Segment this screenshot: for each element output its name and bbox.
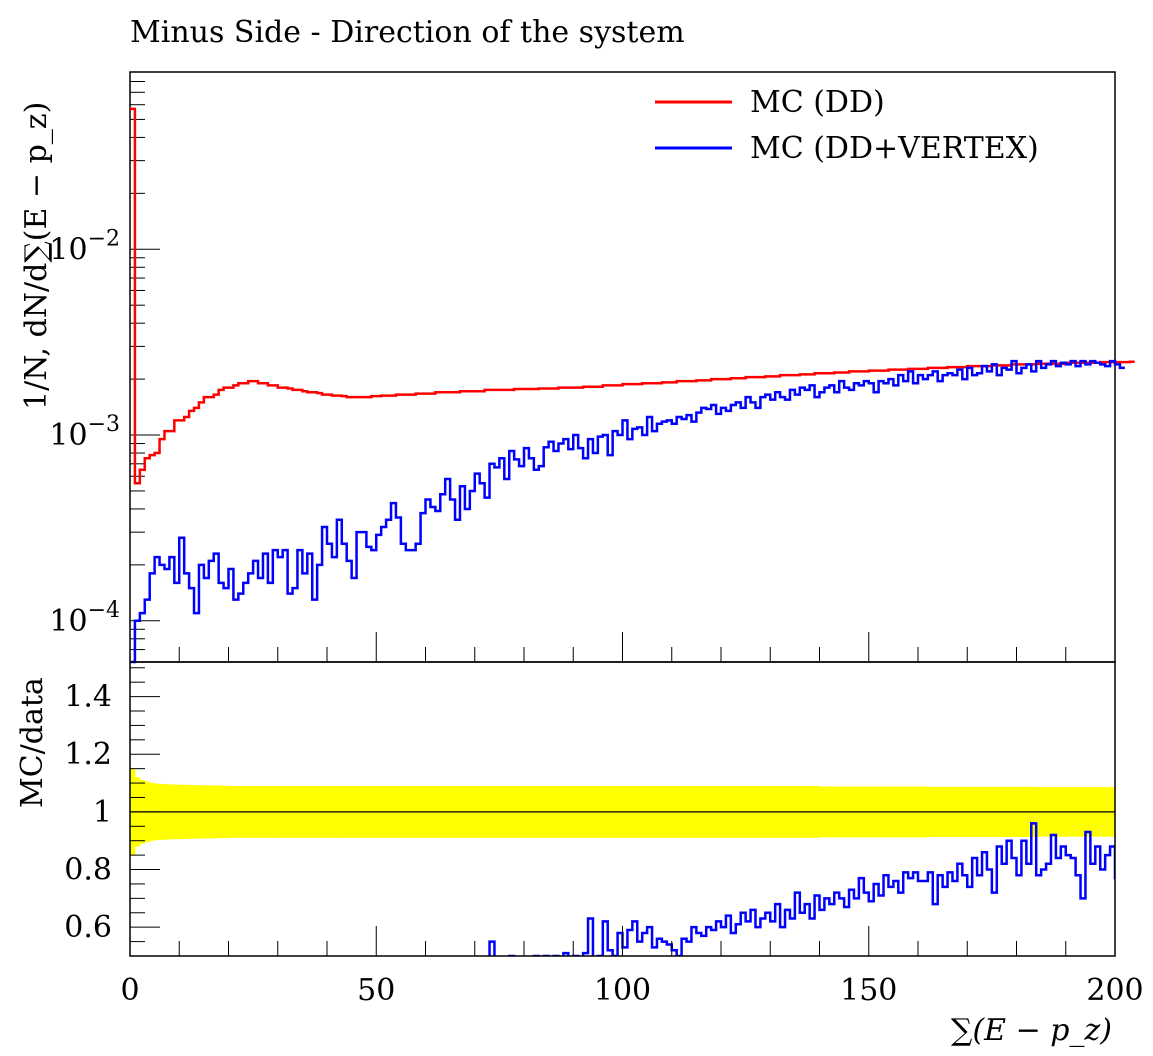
- legend: MC (DD) MC (DD+VERTEX): [655, 85, 1039, 166]
- main-series-group: [130, 107, 1135, 664]
- series-mc-dd: [130, 107, 1135, 485]
- y-tick-label-ratio: 1: [93, 795, 112, 830]
- y-tick-label-ratio: 0.6: [64, 910, 112, 945]
- ratio-axis-ticks: [129, 667, 1116, 957]
- ratio-series-group: [488, 822, 1115, 956]
- series-mc-dd-vertex: [130, 359, 1125, 664]
- x-tick-label: 200: [1086, 973, 1143, 1008]
- main-y-tick-labels: 10−4 10−3 10−2: [49, 226, 120, 639]
- y-tick-label-ratio: 0.8: [64, 853, 112, 888]
- y-tick-label-ratio: 1.4: [64, 680, 112, 715]
- x-tick-labels: 0 50 100 150 200: [120, 973, 1143, 1008]
- y-tick-label-ratio: 1.2: [64, 737, 112, 772]
- x-tick-label: 150: [840, 973, 897, 1008]
- y-tick-label-main: 10−2: [49, 226, 120, 267]
- ratio-y-tick-labels: 0.6 0.8 1 1.2 1.4: [64, 680, 112, 946]
- x-tick-label: 50: [357, 973, 395, 1008]
- x-tick-label: 100: [594, 973, 651, 1008]
- y-tick-label-main: 10−4: [49, 598, 120, 639]
- main-y-axis-label: 1/N, dN/d∑(E − p_z): [19, 102, 54, 410]
- chart-title: Minus Side - Direction of the system: [130, 15, 685, 50]
- legend-label-mc-dd: MC (DD): [750, 85, 885, 120]
- ratio-y-axis-label: MC/data: [15, 677, 50, 808]
- ratio-series-mc-dd-vertex: [488, 822, 1115, 956]
- ratio-plot-panel: 0.6 0.8 1 1.2 1.4 0 50 100 150 200: [64, 661, 1144, 1008]
- legend-label-mc-dd-vertex: MC (DD+VERTEX): [750, 131, 1039, 166]
- x-tick-label: 0: [120, 973, 139, 1008]
- y-tick-label-main: 10−3: [49, 412, 120, 453]
- x-axis-label: ∑(E − p_z): [951, 1013, 1112, 1048]
